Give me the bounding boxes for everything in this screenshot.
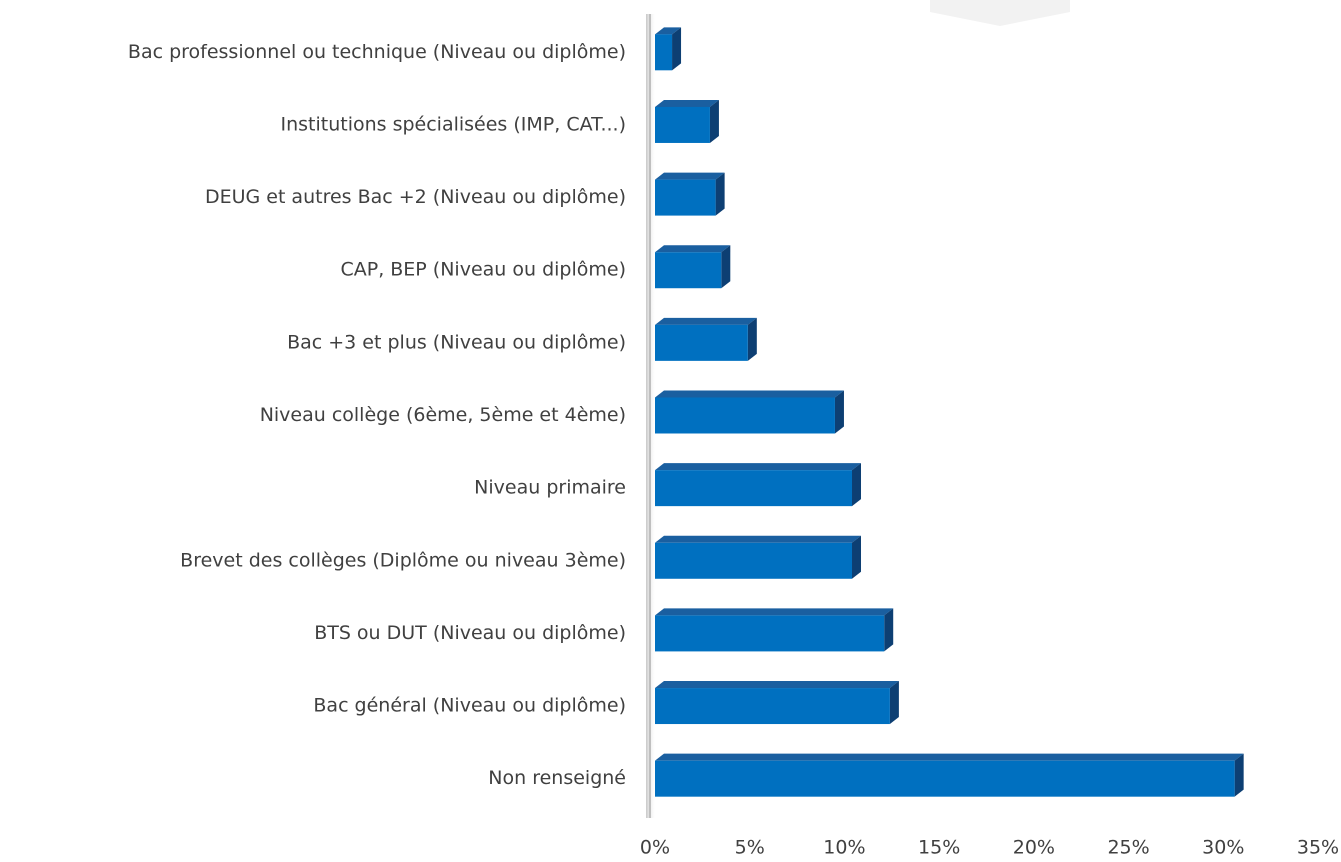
y-tick-label: Bac professionnel ou technique (Niveau o… — [128, 41, 626, 63]
bar-side — [709, 99, 719, 143]
y-tick-label: Niveau primaire — [474, 477, 626, 499]
x-tick-label: 10% — [823, 837, 865, 859]
y-tick-label: Institutions spécialisées (IMP, CAT...) — [280, 113, 626, 135]
bar-front — [655, 760, 1235, 797]
x-tick-label: 0% — [640, 837, 670, 859]
bar — [655, 99, 719, 143]
y-tick-label: Bac +3 et plus (Niveau ou diplôme) — [287, 331, 626, 353]
bar-front — [655, 106, 710, 143]
bar — [655, 390, 844, 434]
bar-front — [655, 470, 853, 507]
bar-top — [655, 27, 682, 35]
bar-top — [655, 463, 862, 471]
bar-front — [655, 34, 673, 71]
bar — [655, 535, 862, 579]
y-tick-label: Niveau collège (6ème, 5ème et 4ème) — [260, 404, 626, 426]
bar-top — [655, 535, 862, 543]
bar-front — [655, 615, 885, 652]
bar-top — [655, 753, 1244, 761]
bar-side — [884, 608, 894, 652]
y-tick-label: CAP, BEP (Niveau ou diplôme) — [340, 259, 626, 281]
bar-top — [655, 390, 844, 398]
bar — [655, 463, 862, 507]
bar-side — [834, 390, 844, 434]
bar-front — [655, 542, 853, 579]
bar — [655, 27, 682, 71]
x-tick-label: 15% — [918, 837, 960, 859]
bar-side — [721, 245, 731, 289]
bar-side — [747, 317, 757, 361]
y-tick-label: DEUG et autres Bac +2 (Niveau ou diplôme… — [205, 186, 626, 208]
bar — [655, 172, 725, 216]
bar-side — [1234, 753, 1244, 797]
bar-side — [715, 172, 725, 216]
x-tick-label: 35% — [1297, 837, 1339, 859]
x-tick-label: 25% — [1107, 837, 1149, 859]
y-tick-label: Non renseigné — [488, 767, 626, 789]
y-tick-label: Brevet des collèges (Diplôme ou niveau 3… — [180, 549, 626, 571]
bar — [655, 317, 757, 361]
bar — [655, 245, 731, 289]
bar-top — [655, 317, 757, 325]
bar-front — [655, 252, 722, 289]
x-tick-label: 20% — [1013, 837, 1055, 859]
bar-front — [655, 397, 835, 434]
bar-front — [655, 324, 748, 361]
x-tick-label: 5% — [735, 837, 765, 859]
bar — [655, 681, 899, 725]
bar-top — [655, 99, 719, 107]
bar-top — [655, 172, 725, 180]
bar-side — [889, 681, 899, 725]
bar — [655, 608, 894, 652]
bar-top — [655, 245, 731, 253]
bar — [655, 753, 1244, 797]
bar-side — [852, 535, 862, 579]
bar-side — [672, 27, 682, 71]
bar-top — [655, 681, 899, 689]
bar-front — [655, 688, 890, 725]
bar-top — [655, 608, 894, 616]
y-tick-label: Bac général (Niveau ou diplôme) — [313, 695, 626, 717]
decoration — [930, 0, 1070, 26]
bar-side — [852, 463, 862, 507]
bar-front — [655, 179, 716, 216]
y-tick-label: BTS ou DUT (Niveau ou diplôme) — [314, 622, 626, 644]
x-tick-label: 30% — [1202, 837, 1244, 859]
